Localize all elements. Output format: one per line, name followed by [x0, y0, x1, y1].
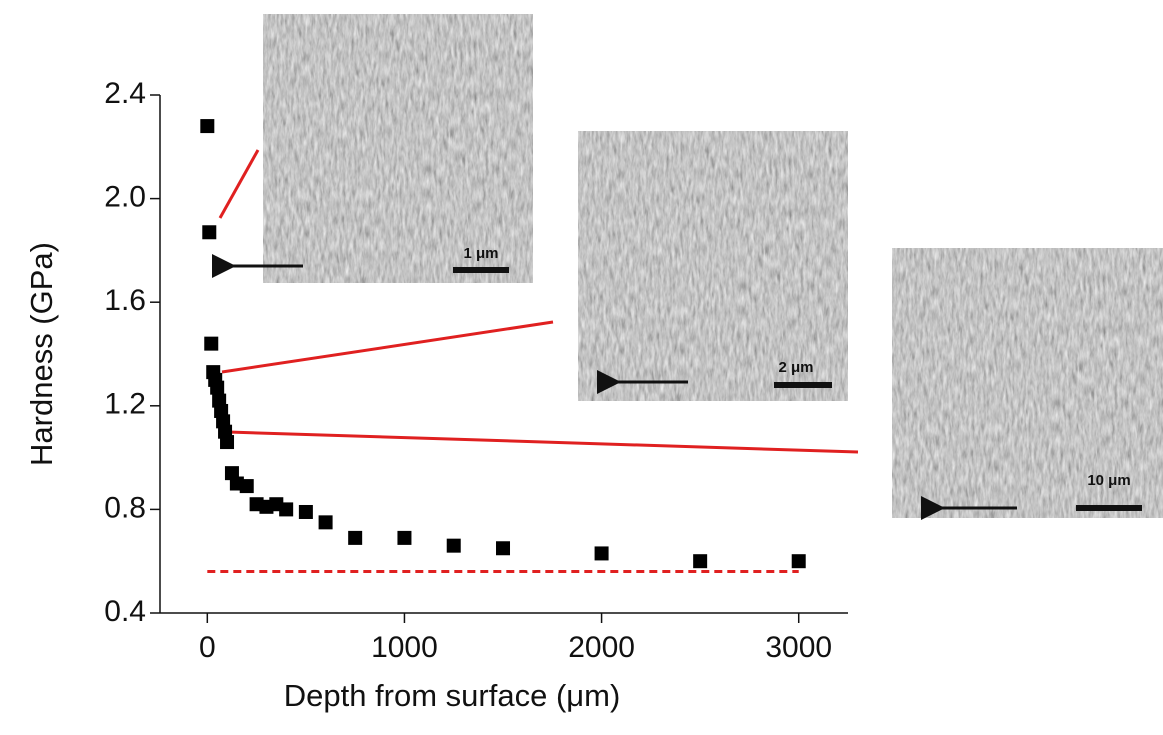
- y-tick-label: 2.4: [104, 77, 146, 110]
- inset-1: 1 μm: [233, 14, 533, 283]
- scale-label: 10 μm: [1087, 472, 1130, 489]
- data-point: [792, 554, 806, 568]
- data-point: [220, 435, 234, 449]
- data-point: [279, 502, 293, 516]
- data-point: [496, 541, 510, 555]
- data-point: [202, 225, 216, 239]
- y-tick-label: 1.2: [104, 388, 146, 421]
- y-axis-label: Hardness (GPa): [24, 242, 59, 466]
- y-tick-label: 0.8: [104, 491, 146, 524]
- data-point: [299, 505, 313, 519]
- data-point: [348, 531, 362, 545]
- x-tick-label: 2000: [568, 631, 635, 664]
- y-tick-label: 2.0: [104, 181, 146, 214]
- scale-label: 2 μm: [778, 359, 813, 376]
- data-point: [319, 515, 333, 529]
- data-point: [200, 119, 214, 133]
- data-point: [447, 539, 461, 553]
- inset-2: 2 μm: [578, 131, 848, 401]
- scale-label: 1 μm: [463, 245, 498, 262]
- y-tick-label: 1.6: [104, 284, 146, 317]
- data-point: [397, 531, 411, 545]
- data-point: [204, 337, 218, 351]
- data-point: [693, 554, 707, 568]
- data-point: [595, 546, 609, 560]
- data-point: [240, 479, 254, 493]
- x-axis-label: Depth from surface (μm): [284, 678, 621, 713]
- y-tick-label: 0.4: [104, 595, 146, 628]
- inset-3: 10 μm: [892, 248, 1163, 518]
- data-point: [210, 381, 224, 395]
- x-tick-label: 0: [199, 631, 216, 664]
- x-tick-label: 3000: [765, 631, 832, 664]
- x-tick-label: 1000: [371, 631, 438, 664]
- chart: 1 μm 2 μm 10 μm Depth from surface (μm) …: [0, 0, 1163, 735]
